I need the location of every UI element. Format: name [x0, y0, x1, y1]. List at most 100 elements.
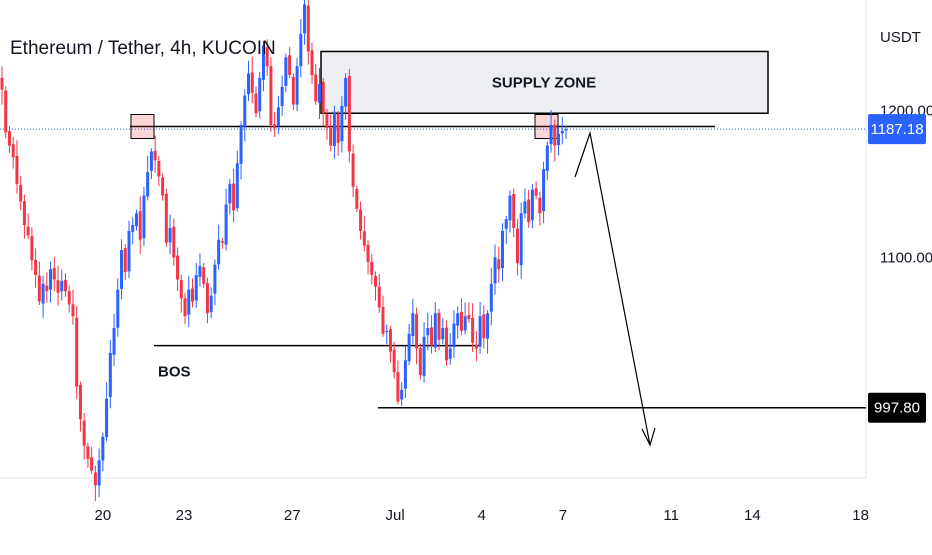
- candle-body: [276, 107, 280, 127]
- candle-body: [26, 226, 30, 236]
- date-tick-label: 11: [663, 507, 679, 524]
- candle-body: [355, 188, 359, 209]
- candle-body: [295, 66, 299, 105]
- candle-body: [340, 105, 344, 142]
- candle-body: [377, 286, 381, 308]
- candle-body: [45, 285, 49, 292]
- candle-body: [448, 348, 452, 359]
- candle-body: [564, 129, 568, 131]
- candle-body: [542, 169, 546, 212]
- candle-body: [415, 314, 419, 349]
- candle-body: [560, 130, 564, 134]
- candle-body: [321, 81, 325, 114]
- candle-body: [93, 472, 97, 486]
- candle-body: [344, 77, 348, 107]
- candle-body: [105, 398, 109, 438]
- candle-body: [407, 333, 411, 362]
- candle-body: [41, 283, 45, 304]
- date-tick-label: 18: [852, 507, 869, 524]
- candle-body: [90, 457, 94, 471]
- currency-label: USDT: [880, 29, 921, 46]
- candle-body: [291, 76, 295, 105]
- candle-body: [56, 280, 60, 293]
- candle-body: [176, 255, 180, 280]
- candle-body: [120, 250, 124, 289]
- candle-body: [138, 211, 142, 240]
- candle-body: [534, 188, 538, 196]
- candle-body: [452, 323, 456, 347]
- candle-body: [288, 55, 292, 76]
- supply-zone-box: [320, 50, 769, 114]
- candle-body: [433, 313, 437, 348]
- candle-body: [261, 45, 265, 80]
- candle-body: [519, 213, 523, 266]
- candle-body: [15, 155, 19, 184]
- candle-body: [37, 275, 41, 302]
- candle-body: [512, 194, 516, 228]
- candle-body: [385, 330, 389, 333]
- candle-body: [123, 248, 127, 273]
- candle-body: [243, 95, 247, 127]
- candle-body: [254, 93, 258, 114]
- candle-body: [78, 384, 82, 420]
- candle-body: [157, 161, 161, 177]
- candle-body: [422, 336, 426, 376]
- candle-body: [310, 50, 314, 76]
- candle-body: [317, 83, 321, 103]
- projection-arrowhead: [641, 427, 656, 447]
- candle-body: [459, 311, 463, 331]
- candle-body: [314, 74, 318, 102]
- candle-body: [11, 144, 15, 158]
- candle-body: [209, 295, 213, 313]
- candle-body: [116, 289, 120, 328]
- time-axis[interactable]: 20 23 27 Jul 4 7 11 14 18: [94, 507, 868, 524]
- candle-body: [179, 280, 183, 299]
- candle-body: [303, 4, 307, 34]
- candle-body: [437, 312, 441, 340]
- bos-label: BOS: [158, 364, 191, 381]
- chart-title: Ethereum / Tether, 4h, KUCOIN: [10, 38, 276, 59]
- candle-body: [198, 266, 202, 277]
- candle-body: [474, 344, 478, 349]
- candle-body: [190, 288, 194, 302]
- candle-body: [482, 314, 486, 339]
- candle-body: [217, 239, 221, 265]
- supply-zone-label: SUPPLY ZONE: [492, 74, 596, 91]
- candle-body: [486, 313, 490, 339]
- candle-body: [86, 446, 90, 459]
- candle-body: [336, 113, 340, 143]
- candle-body: [265, 47, 269, 67]
- candle-body: [172, 226, 176, 258]
- candle-body: [202, 267, 206, 284]
- candle-body: [0, 77, 4, 90]
- candle-body: [22, 201, 26, 226]
- candle-body: [478, 316, 482, 347]
- candle-body: [329, 127, 333, 146]
- target-price-label: 997.80: [874, 400, 920, 417]
- candle-body: [504, 219, 508, 229]
- candle-body: [97, 460, 101, 486]
- candle-body: [456, 313, 460, 326]
- candle-body: [557, 133, 561, 145]
- candle-body: [131, 225, 135, 232]
- candle-body: [224, 204, 228, 245]
- candle-body: [220, 241, 224, 243]
- candle-body: [232, 183, 236, 211]
- candle-body: [284, 57, 288, 86]
- candle-body: [235, 163, 239, 209]
- candle-body: [347, 76, 351, 152]
- candle-body: [523, 201, 527, 214]
- candle-body: [71, 304, 75, 317]
- date-tick-label: Jul: [386, 507, 405, 524]
- candle-body: [351, 153, 355, 187]
- candle-body: [388, 329, 392, 352]
- candle-body: [146, 172, 150, 197]
- candle-body: [418, 348, 422, 376]
- last-price-label: 1187.18: [870, 121, 923, 138]
- candle-body: [463, 316, 467, 331]
- annotation-overlay: [574, 130, 656, 447]
- candle-body: [332, 111, 336, 146]
